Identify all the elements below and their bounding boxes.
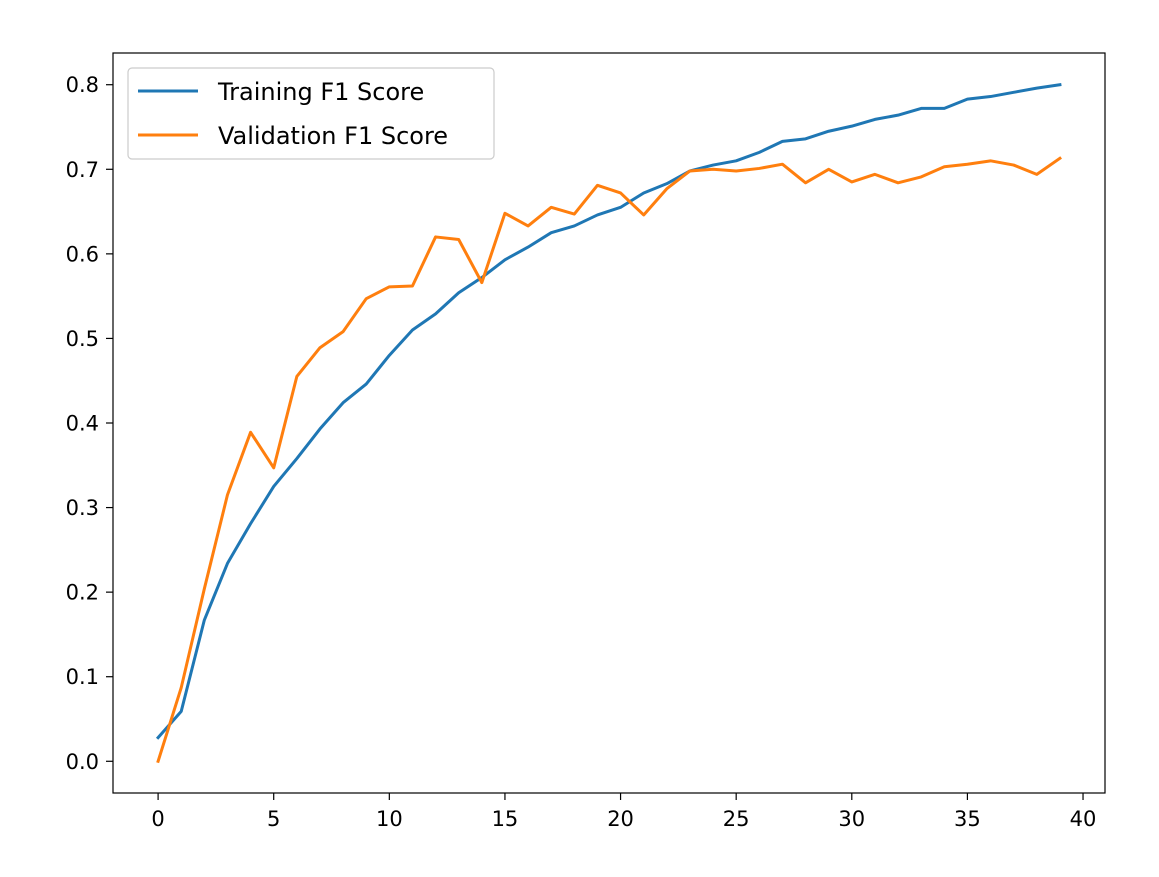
x-axis: 0 5 10 15 20 25 30 35 40: [151, 793, 1096, 831]
y-tick-label: 0.7: [66, 158, 99, 182]
y-tick-label: 0.3: [66, 496, 99, 520]
legend-label-validation: Validation F1 Score: [218, 122, 448, 150]
y-tick-label: 0.8: [66, 73, 99, 97]
x-tick-label: 35: [954, 807, 981, 831]
x-tick-label: 15: [492, 807, 519, 831]
series-layer: [155, 83, 1062, 764]
legend-label-training: Training F1 Score: [217, 78, 424, 106]
x-tick-label: 40: [1070, 807, 1097, 831]
y-tick-label: 0.1: [66, 665, 99, 689]
legend-box: [127, 67, 495, 160]
y-tick-label: 0.5: [66, 327, 99, 351]
x-tick-label: 25: [723, 807, 750, 831]
series-line-validation: [156, 156, 1062, 764]
y-axis: 0.0 0.1 0.2 0.3 0.4 0.5 0.6 0.7 0.8: [66, 73, 113, 774]
x-tick-label: 5: [267, 807, 280, 831]
x-tick-label: 10: [376, 807, 403, 831]
x-tick-label: 0: [151, 807, 164, 831]
x-tick-label: 20: [607, 807, 634, 831]
y-tick-label: 0.6: [66, 242, 99, 266]
y-tick-label: 0.4: [66, 412, 99, 436]
legend: Training F1 Score Validation F1 Score: [127, 67, 495, 160]
series-line-training: [155, 83, 1062, 740]
y-tick-label: 0.0: [66, 750, 99, 774]
x-tick-label: 30: [838, 807, 865, 831]
y-tick-label: 0.2: [66, 581, 99, 605]
